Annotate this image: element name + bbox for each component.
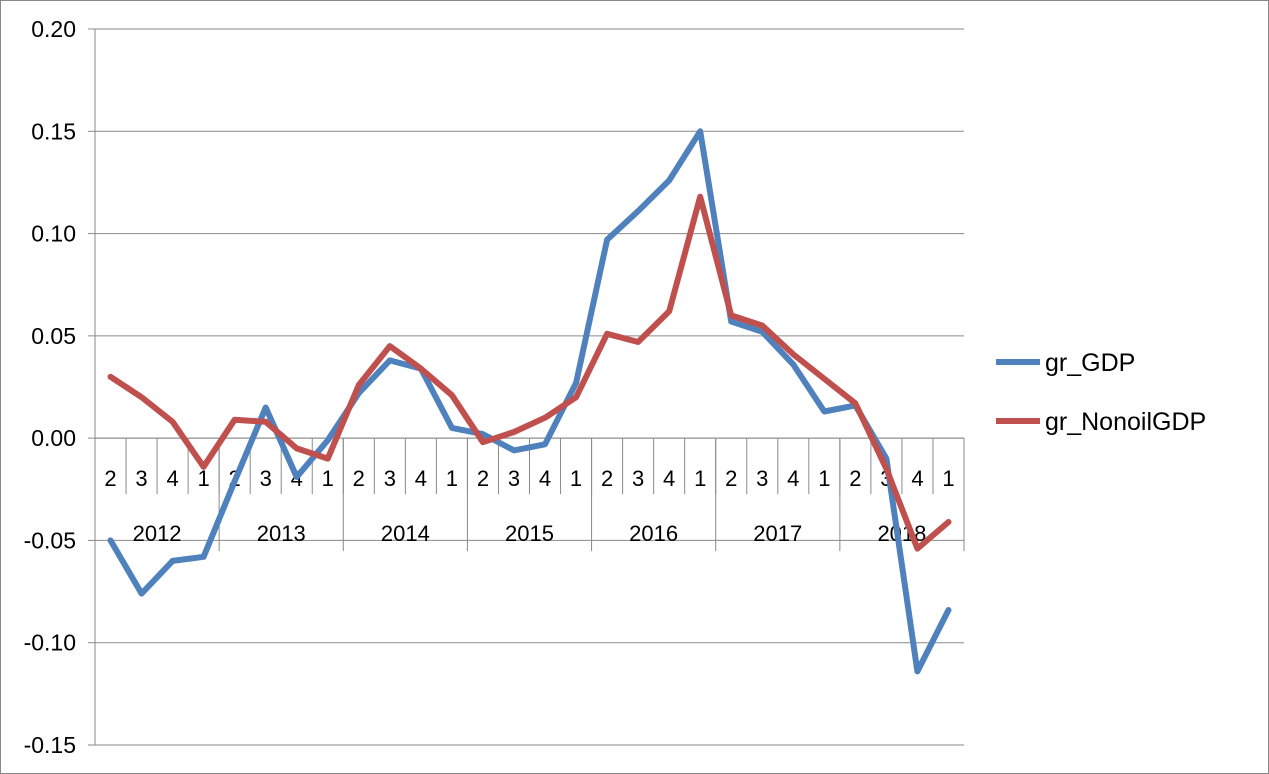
- y-tick-label: 0.00: [31, 425, 76, 451]
- legend-label: gr_NonoilGDP: [1045, 408, 1206, 436]
- year-label: 2014: [381, 521, 430, 546]
- year-label: 2016: [629, 521, 678, 546]
- quarter-label: 1: [570, 466, 582, 491]
- series-line-gr_NonoilGDP: [107, 193, 952, 552]
- quarter-label: 2: [477, 466, 489, 491]
- quarter-label: 4: [539, 466, 551, 491]
- y-axis-tick-labels: 0.20 0.15 0.10 0.05 0.00 -0.05 -0.10 -0.15: [24, 16, 76, 758]
- legend: gr_GDP gr_NonoilGDP: [996, 349, 1206, 436]
- y-tick-label: 0.15: [31, 118, 76, 144]
- quarter-label: 1: [446, 466, 458, 491]
- quarter-label: 4: [911, 466, 923, 491]
- y-tick-label: 0.05: [31, 323, 76, 349]
- series-lines: [107, 128, 952, 675]
- quarter-label: 2: [104, 466, 116, 491]
- y-tick-label: -0.10: [24, 630, 76, 656]
- y-tick-label: 0.20: [31, 16, 76, 42]
- quarter-label: 3: [508, 466, 520, 491]
- quarter-label: 1: [818, 466, 830, 491]
- quarter-label: 4: [415, 466, 427, 491]
- quarter-label: 2: [601, 466, 613, 491]
- quarter-label: 3: [632, 466, 644, 491]
- y-tick-label: -0.05: [24, 527, 76, 553]
- quarter-label: 3: [135, 466, 147, 491]
- y-tick-label: 0.10: [31, 221, 76, 247]
- year-label: 2015: [505, 521, 554, 546]
- series-line-gr_GDP: [107, 128, 952, 675]
- year-label: 2017: [753, 521, 802, 546]
- y-tick-label: -0.15: [24, 732, 76, 758]
- quarter-label: 1: [942, 466, 954, 491]
- quarter-label: 1: [198, 466, 210, 491]
- quarter-label: 3: [384, 466, 396, 491]
- year-label: 2013: [257, 521, 306, 546]
- legend-label: gr_GDP: [1045, 349, 1135, 377]
- quarter-label: 4: [166, 466, 178, 491]
- year-label: 2018: [877, 521, 926, 546]
- quarter-label: 3: [756, 466, 768, 491]
- quarter-label: 4: [787, 466, 799, 491]
- year-label: 2012: [133, 521, 182, 546]
- quarter-label: 3: [260, 466, 272, 491]
- quarter-label: 2: [849, 466, 861, 491]
- quarter-label: 1: [322, 466, 334, 491]
- quarter-label: 2: [725, 466, 737, 491]
- quarter-label: 2: [353, 466, 365, 491]
- quarter-label: 1: [694, 466, 706, 491]
- quarter-label: 4: [663, 466, 675, 491]
